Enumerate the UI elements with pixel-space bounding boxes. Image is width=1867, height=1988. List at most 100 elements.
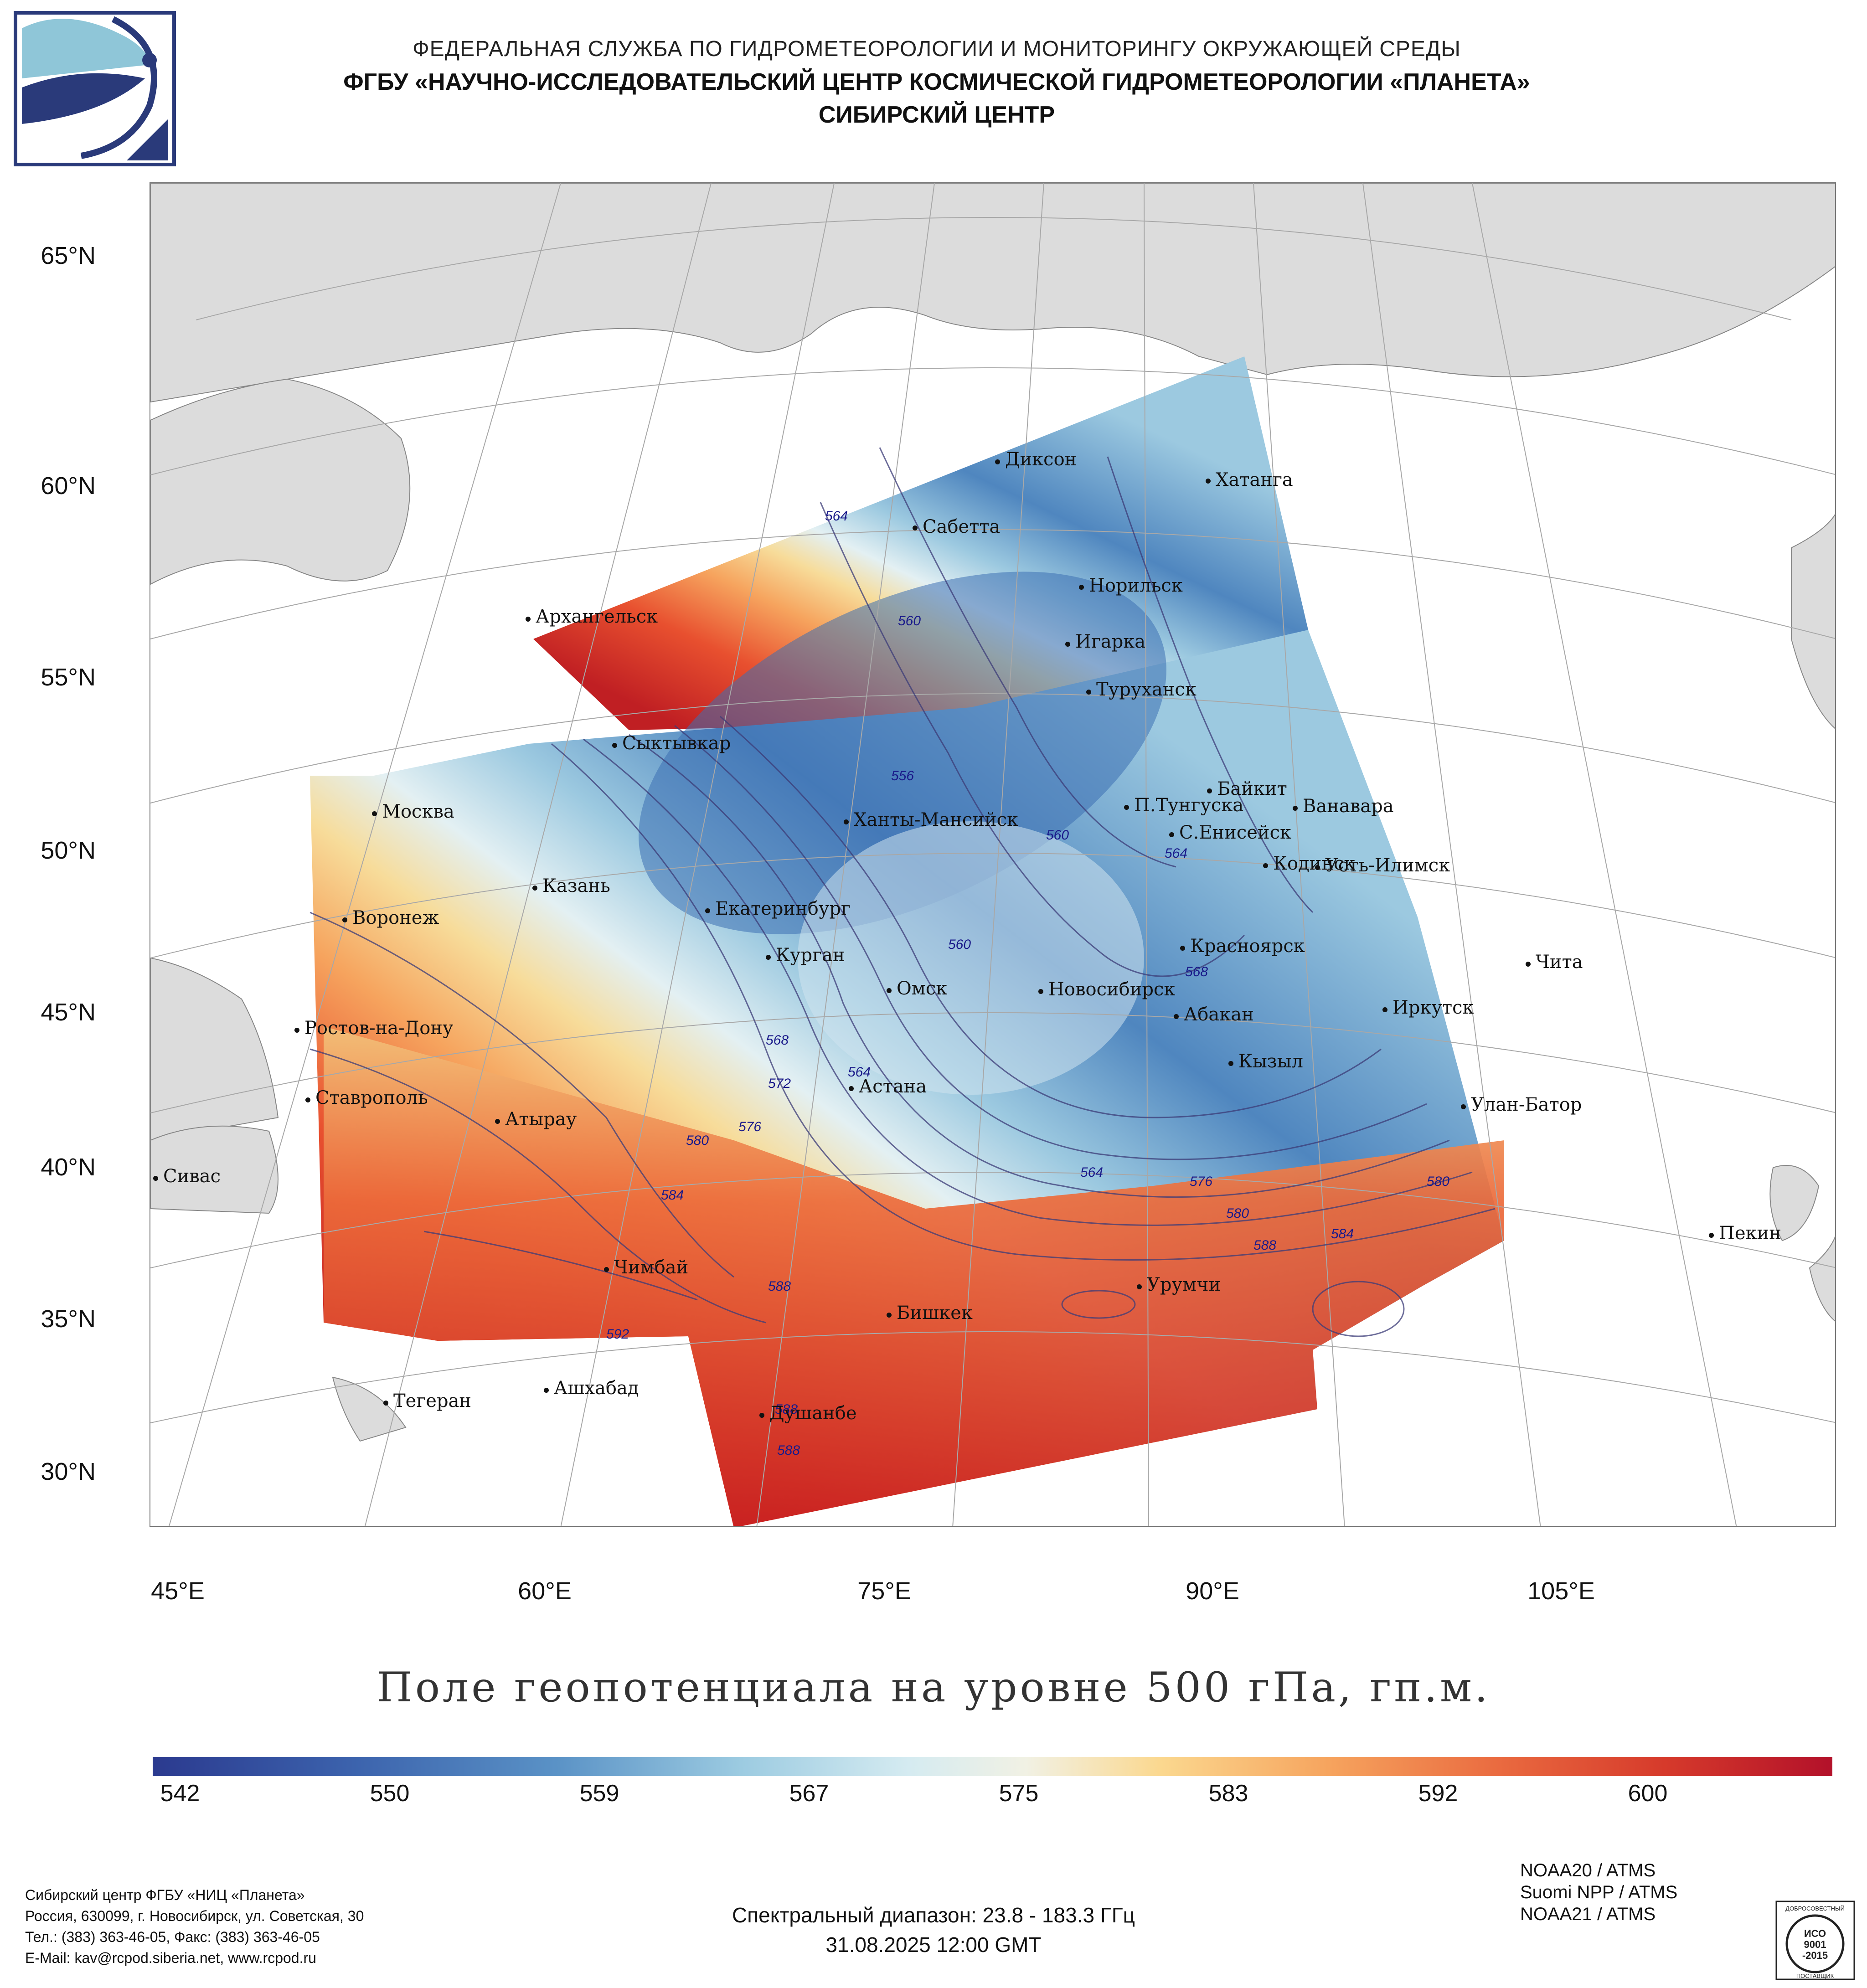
city-label: Москва	[382, 801, 454, 822]
city-label: П.Тунгуска	[1134, 795, 1244, 816]
colorbar	[153, 1757, 1832, 1776]
svg-text:588: 588	[775, 1402, 798, 1417]
svg-text:564: 564	[848, 1065, 871, 1080]
city-label: Душанбе	[769, 1403, 857, 1424]
svg-text:580: 580	[1427, 1174, 1449, 1189]
svg-text:ИСО: ИСО	[1804, 1928, 1826, 1939]
city-label: Тегеран	[393, 1391, 472, 1411]
org-email: E-Mail: kav@rcpod.siberia.net, www.rcpod…	[25, 1950, 316, 1966]
city-label: С.Енисейск	[1179, 822, 1291, 843]
city-label: Норильск	[1089, 575, 1183, 596]
colorbar-tick: 542	[160, 1780, 200, 1807]
svg-text:564: 564	[1080, 1165, 1103, 1180]
svg-text:580: 580	[686, 1133, 709, 1148]
lat-label-65: 65°N	[41, 242, 96, 269]
lon-label-75: 75°E	[857, 1577, 911, 1605]
city-label: Туруханск	[1096, 679, 1197, 700]
svg-text:576: 576	[1190, 1174, 1212, 1189]
city-marker	[1038, 989, 1043, 994]
city-marker	[1228, 1061, 1233, 1066]
city-label: Иркутск	[1393, 997, 1474, 1018]
city-marker	[1065, 642, 1070, 647]
city-label: Урумчи	[1147, 1274, 1221, 1295]
lon-label-105: 105°E	[1527, 1577, 1595, 1605]
city-label: Улан-Батор	[1471, 1094, 1582, 1115]
city-marker	[612, 743, 617, 748]
city-label: Ростов-на-Дону	[304, 1018, 454, 1039]
city-marker	[1137, 1284, 1142, 1289]
city-marker	[1207, 788, 1212, 793]
svg-text:560: 560	[948, 937, 971, 952]
city-label: Ванавара	[1303, 796, 1394, 817]
svg-text:568: 568	[766, 1033, 789, 1048]
city-label: Архангельск	[536, 606, 658, 627]
sensor-item: NOAA21 / ATMS	[1520, 1904, 1656, 1924]
colorbar-tick: 600	[1628, 1780, 1668, 1807]
lon-label-90: 90°E	[1186, 1577, 1239, 1605]
city-marker	[1263, 863, 1268, 868]
svg-text:560: 560	[898, 613, 921, 628]
header-agency: ФЕДЕРАЛЬНАЯ СЛУЖБА ПО ГИДРОМЕТЕОРОЛОГИИ …	[413, 37, 1461, 61]
city-label: Новосибирск	[1048, 979, 1176, 1000]
land-iran	[332, 1376, 407, 1442]
city-marker	[1086, 690, 1091, 695]
land-turkey	[150, 1125, 279, 1214]
svg-text:584: 584	[1331, 1226, 1354, 1241]
city-label: Омск	[897, 978, 948, 999]
org-contacts: Сибирский центр ФГБУ «НИЦ «Планета» Росс…	[25, 1885, 364, 1968]
svg-text:-2015: -2015	[1802, 1950, 1828, 1961]
svg-text:584: 584	[661, 1188, 684, 1203]
land-caspian-west	[150, 957, 279, 1141]
city-marker	[305, 1097, 310, 1102]
colorbar-tick: 583	[1208, 1780, 1248, 1807]
header-center: СИБИРСКИЙ ЦЕНТР	[818, 102, 1055, 128]
svg-text:ДОБРОСОВЕСТНЫЙ: ДОБРОСОВЕСТНЫЙ	[1785, 1905, 1845, 1912]
city-marker	[849, 1086, 854, 1091]
city-label: Астана	[859, 1076, 927, 1097]
city-marker	[759, 1413, 764, 1418]
city-label: Игарка	[1075, 631, 1146, 652]
svg-text:564: 564	[825, 509, 848, 524]
city-label: Сабетта	[923, 516, 1001, 537]
city-label: Пекин	[1719, 1223, 1781, 1244]
colorbar-tick: 575	[999, 1780, 1039, 1807]
city-label: Ханты-Мансийск	[854, 809, 1019, 830]
land-japan	[1809, 1236, 1835, 1322]
city-label: Казань	[542, 876, 610, 896]
colorbar-tick: 559	[579, 1780, 619, 1807]
svg-text:580: 580	[1226, 1206, 1249, 1221]
city-marker	[1174, 1014, 1179, 1019]
city-marker	[604, 1267, 609, 1272]
org-name: Сибирский центр ФГБУ «НИЦ «Планета»	[25, 1887, 305, 1903]
city-marker	[532, 886, 537, 891]
city-marker	[544, 1388, 549, 1393]
svg-text:576: 576	[738, 1119, 761, 1134]
city-marker	[1293, 806, 1298, 811]
lon-label-60: 60°E	[518, 1577, 572, 1605]
city-marker	[1124, 805, 1129, 810]
contour-labels: 564 560 556 560 560 564 568 568 572 576 …	[606, 509, 1449, 1458]
iso-certification-badge: ДОБРОСОВЕСТНЫЙ ИСО 9001 -2015 ПОСТАВЩИК	[1775, 1900, 1855, 1980]
city-label: Атырау	[505, 1109, 577, 1130]
header-institute: ФГБУ «НАУЧНО-ИССЛЕДОВАТЕЛЬСКИЙ ЦЕНТР КОС…	[343, 69, 1530, 95]
city-label: Сыктывкар	[622, 733, 731, 754]
svg-text:560: 560	[1046, 828, 1069, 843]
city-marker	[526, 617, 531, 622]
lat-label-30: 30°N	[41, 1458, 96, 1485]
geopotential-map: 564 560 556 560 560 564 568 568 572 576 …	[150, 183, 1835, 1526]
city-marker	[1079, 585, 1084, 590]
city-label: Кызыл	[1238, 1051, 1303, 1072]
observation-datetime: 31.08.2025 12:00 GMT	[825, 1933, 1042, 1957]
lat-label-45: 45°N	[41, 999, 96, 1026]
city-marker	[1709, 1233, 1714, 1238]
city-marker	[294, 1028, 299, 1033]
land-arctic	[150, 183, 1835, 403]
land-korea	[1769, 1165, 1820, 1241]
svg-text:588: 588	[768, 1279, 791, 1294]
org-address: Россия, 630099, г. Новосибирск, ул. Сове…	[25, 1908, 364, 1924]
sensor-item: NOAA20 / ATMS	[1520, 1860, 1656, 1880]
sensor-item: Suomi NPP / ATMS	[1520, 1882, 1678, 1902]
city-label: Чита	[1536, 952, 1583, 973]
city-marker	[1180, 946, 1185, 951]
colorbar-tick: 592	[1418, 1780, 1458, 1807]
